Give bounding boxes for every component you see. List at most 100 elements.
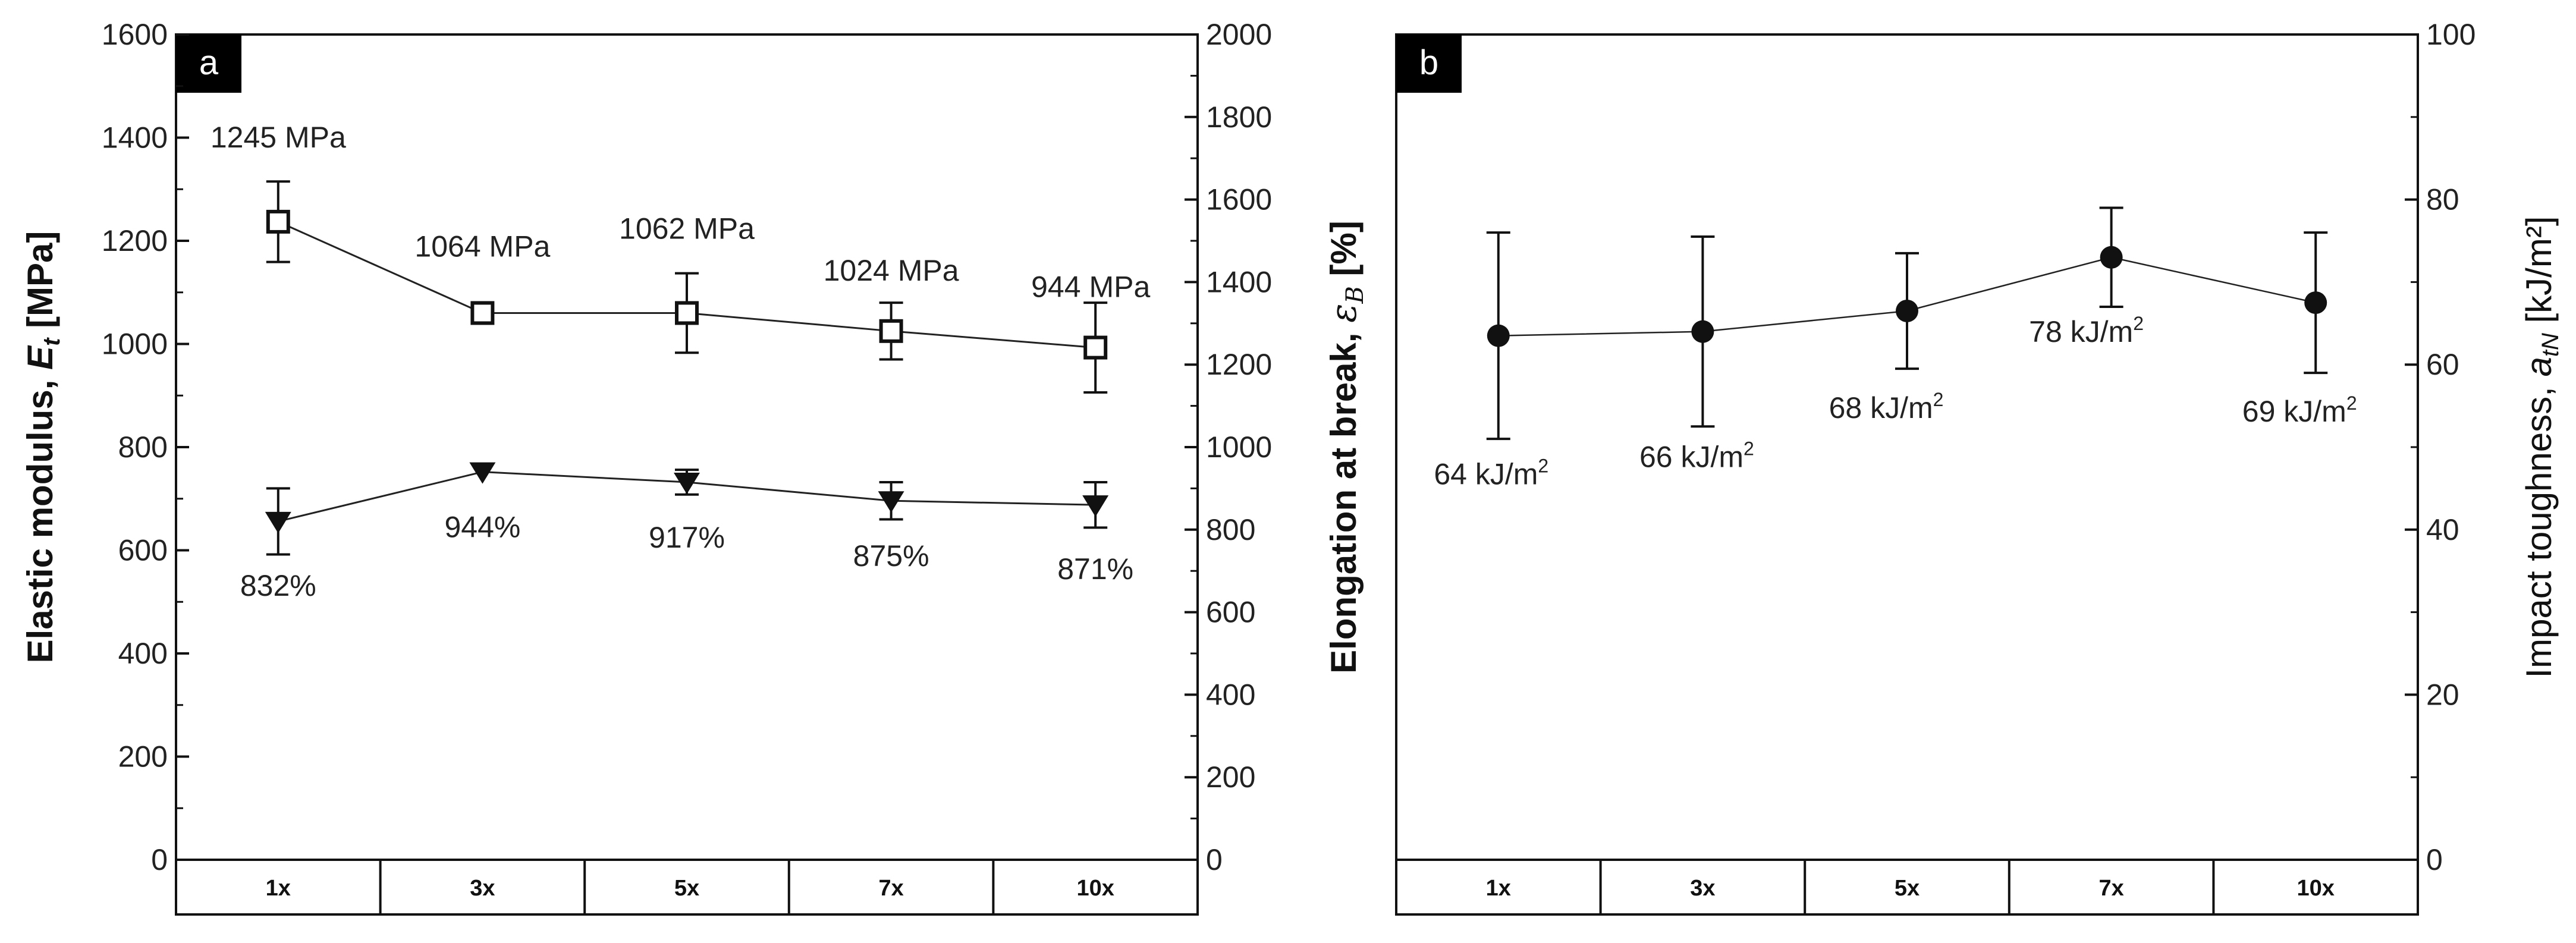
- left-title-unit: [MPa]: [20, 231, 60, 338]
- right-axis-tick-label: 1600: [1206, 183, 1272, 216]
- b-title-unit: [kJ/m²]: [2519, 216, 2559, 334]
- right-axis-tick-label: 800: [1206, 513, 1255, 546]
- data-label-base: 78 kJ/m: [2029, 315, 2133, 348]
- data-label: 64 kJ/m2: [1434, 455, 1548, 491]
- left-axis-tick-label: 800: [118, 430, 168, 464]
- panel-b-tag-bg: [1396, 34, 1462, 93]
- left-title-symbol: E: [20, 345, 60, 370]
- panel-b-category-box: [1395, 859, 2419, 916]
- data-label: 917%: [649, 521, 725, 554]
- open-square-marker: [266, 209, 290, 234]
- right-axis-tick-label: 1800: [1206, 100, 1272, 134]
- data-label-superscript: 2: [1743, 438, 1754, 460]
- open-square-marker: [675, 301, 699, 325]
- right-axis-tick-label: 0: [2426, 843, 2443, 876]
- panel-a-left-axis-title: Elastic modulus, Et [MPa]: [20, 231, 65, 664]
- category-label: 10x: [1076, 876, 1114, 901]
- category-label: 5x: [1895, 876, 1920, 901]
- right-title-subscript: B: [1342, 286, 1369, 304]
- left-axis-tick-label: 600: [118, 534, 168, 567]
- right-axis-tick-label: 1200: [1206, 348, 1272, 381]
- b-title-prefix: Impact toughness,: [2519, 377, 2559, 678]
- left-title-subscript: t: [39, 337, 65, 346]
- open-square-marker: [879, 319, 903, 343]
- panel-a: a 0 200 400 600 800 1000 1200 1400 1600 0 200 400 6…: [20, 18, 1369, 916]
- triangle-down-marker: [265, 511, 291, 533]
- filled-circle-marker: [1896, 299, 1918, 322]
- panel-a-tag-text: a: [199, 43, 219, 82]
- right-title-prefix: Elongation at break,: [1324, 323, 1364, 674]
- b-title-symbol: a: [2519, 357, 2559, 376]
- panel-a-categories: 1x 3x 5x 7x 10x: [266, 860, 1114, 914]
- right-axis-tick-label: 40: [2426, 513, 2459, 546]
- triangle-down-marker: [878, 491, 904, 513]
- data-label: 875%: [853, 539, 929, 573]
- panel-a-left-axis: 0 200 400 600 800 1000 1200 1400 1600: [102, 18, 189, 876]
- right-axis-tick-label: 60: [2426, 348, 2459, 381]
- category-label: 10x: [2297, 876, 2334, 901]
- panel-a-right-axis-title: Elongation at break, εB [%]: [1323, 221, 1369, 674]
- triangle-down-marker: [1082, 495, 1109, 517]
- modulus-series: 1245 MPa 1064 MPa 1062 MPa 1024 MPa 944 MPa: [211, 121, 1150, 394]
- panel-b-categories: 1x 3x 5x 7x 10x: [1486, 860, 2335, 914]
- panel-a-tag-bg: [176, 34, 241, 93]
- data-label: 68 kJ/m2: [1829, 389, 1944, 425]
- filled-circle-marker: [2304, 291, 2327, 315]
- category-label: 7x: [2099, 876, 2123, 901]
- panel-b-right-axis: 0 20 40 60 80 100: [2405, 18, 2476, 876]
- data-label: 78 kJ/m2: [2029, 313, 2144, 348]
- panel-a-tag: a: [176, 34, 241, 93]
- panel-b-frame: [1395, 33, 2419, 861]
- left-axis-tick-label: 200: [118, 740, 168, 774]
- left-axis-tick-label: 0: [151, 843, 168, 876]
- left-axis-tick-label: 1600: [102, 18, 168, 51]
- category-label: 1x: [266, 876, 291, 901]
- triangle-down-marker: [674, 472, 700, 494]
- left-axis-tick-label: 1200: [102, 224, 168, 257]
- data-label-superscript: 2: [1538, 455, 1548, 477]
- b-title-subscript: tN: [2537, 333, 2564, 357]
- category-label: 7x: [878, 876, 903, 901]
- right-title-symbol: ε: [1323, 304, 1365, 323]
- data-label: 871%: [1057, 552, 1133, 586]
- panel-a-frame: [175, 33, 1199, 861]
- data-label: 944 MPa: [1031, 271, 1150, 304]
- right-axis-tick-label: 1000: [1206, 430, 1272, 464]
- elongation-series: 832% 944% 917% 875% 871%: [240, 462, 1133, 602]
- filled-circle-marker: [1691, 320, 1714, 343]
- right-title-unit: [%]: [1324, 221, 1364, 286]
- data-label-superscript: 2: [2133, 313, 2144, 334]
- data-label: 1024 MPa: [824, 254, 959, 287]
- data-label-base: 66 kJ/m: [1639, 441, 1743, 474]
- data-label: 1245 MPa: [211, 121, 346, 154]
- category-label: 3x: [1690, 876, 1715, 901]
- category-label: 5x: [674, 876, 699, 901]
- data-label-base: 68 kJ/m: [1829, 391, 1933, 425]
- right-axis-tick-label: 0: [1206, 843, 1223, 876]
- filled-circle-marker: [1487, 324, 1510, 347]
- category-label: 3x: [470, 876, 495, 901]
- right-axis-tick-label: 200: [1206, 760, 1255, 794]
- right-axis-tick-label: 80: [2426, 183, 2459, 216]
- triangle-down-marker: [469, 462, 496, 484]
- right-axis-tick-label: 100: [2426, 18, 2476, 51]
- data-label: 944%: [444, 511, 520, 544]
- data-label-superscript: 2: [2346, 392, 2357, 414]
- filled-circle-marker: [2100, 246, 2123, 269]
- category-label: 1x: [1486, 876, 1511, 901]
- open-square-marker: [1083, 335, 1108, 360]
- panel-b-right-axis-title: Impact toughness, atN [kJ/m²]: [2519, 216, 2564, 678]
- right-axis-tick-label: 600: [1206, 596, 1255, 629]
- left-title-prefix: Elastic modulus,: [20, 370, 60, 663]
- right-axis-tick-label: 20: [2426, 678, 2459, 711]
- data-label-superscript: 2: [1933, 389, 1944, 410]
- data-label: 832%: [240, 569, 316, 602]
- left-axis-tick-label: 1400: [102, 121, 168, 155]
- data-label-base: 64 kJ/m: [1434, 458, 1538, 491]
- right-axis-tick-label: 400: [1206, 678, 1255, 711]
- left-axis-tick-label: 1000: [102, 328, 168, 361]
- panel-a-right-axis: 0 200 400 600 800 1000 1200 1400 1600 1800 2000: [1185, 18, 1272, 876]
